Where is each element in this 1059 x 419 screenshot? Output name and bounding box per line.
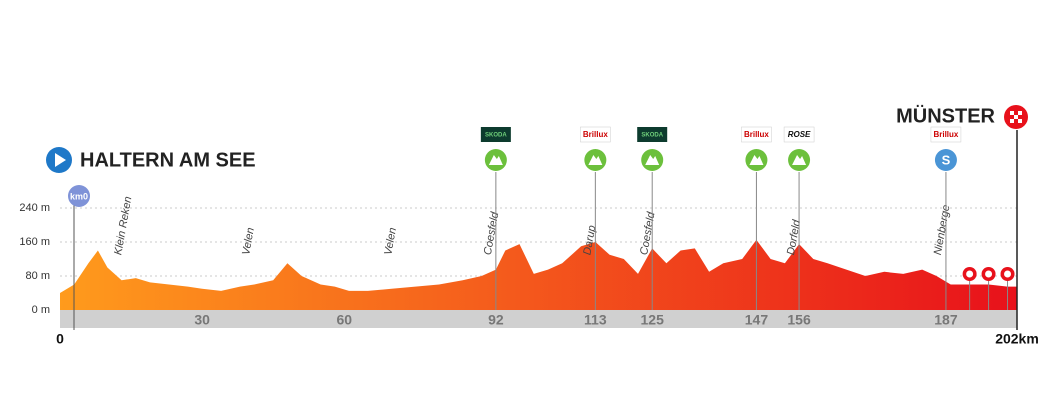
x-tick-label: 0 [56,331,64,347]
x-tick-label: 30 [194,312,210,328]
lap-icon-inner [966,270,974,278]
place-name: Coesfeld [638,210,658,256]
km0-badge [68,185,90,207]
place-name: Coesfeld [482,210,502,256]
place-name: Klein Reken [112,196,134,257]
y-tick-label: 80 m [26,270,50,282]
elevation-area [60,239,1017,310]
climb-mountain [792,155,807,165]
y-tick-label: 0 m [32,304,50,316]
lap-icon-inner [1004,270,1012,278]
lap-icon-inner [985,270,993,278]
sprint-label: S [942,152,951,167]
climb-mountain [588,155,603,165]
sponsor-name: SKODA [485,133,507,139]
km0-label: km0 [70,191,88,201]
x-tick-label: 187 [934,312,958,328]
x-tick-label: 147 [745,312,769,328]
sponsor-box [580,126,611,143]
sponsor-name: Brillux [933,130,958,139]
finish-checker [1010,111,1022,123]
sponsor-name: SKODA [641,133,663,139]
start-name: HALTERN AM SEE [80,149,256,171]
sponsor-box [637,127,668,142]
x-tick-label: 113 [584,312,607,328]
climb-mountain [645,155,660,165]
sponsor-box [741,126,772,143]
place-name: Velen [240,227,257,256]
sponsor-name: Brillux [744,130,769,139]
sponsor-name: Brillux [583,130,608,139]
sponsor-box [783,126,815,143]
start-icon-arrow [55,153,66,167]
x-tick-label: 60 [336,312,352,328]
x-tick-label: 125 [641,312,665,328]
sprint-icon [934,149,957,171]
place-name: Nienberge [932,204,953,256]
sponsor-box [480,127,511,142]
place-name: Darup [581,224,598,256]
y-tick-label: 160 m [19,236,50,248]
sponsor-name: ROSE [788,130,811,139]
x-tick-label: 156 [787,312,811,328]
place-name: Velen [382,227,399,256]
y-tick-label: 240 m [19,202,50,214]
x-tick-label: 202km [995,331,1039,347]
finish-name: MÜNSTER [896,104,995,127]
x-tick-label: 92 [488,312,504,328]
km-band [60,310,1017,328]
climb-mountain [749,155,764,165]
climb-mountain [488,155,503,165]
sponsor-box [930,126,962,143]
